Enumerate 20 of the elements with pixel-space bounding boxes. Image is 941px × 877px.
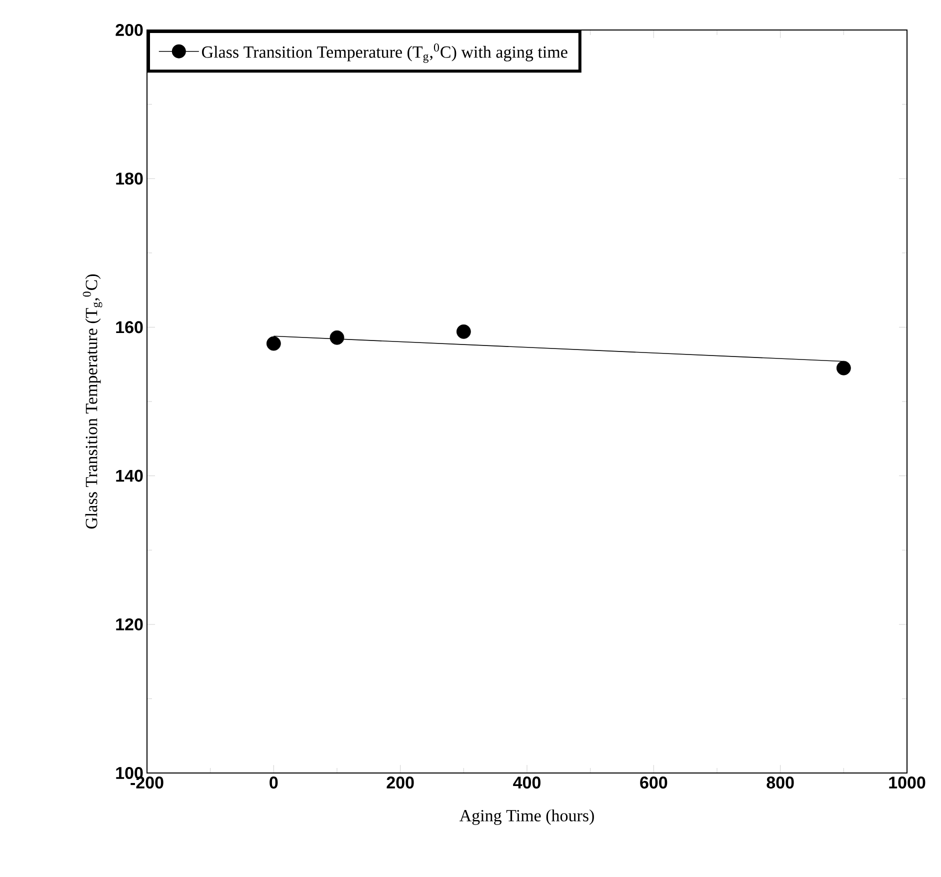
point	[266, 336, 281, 351]
point	[456, 324, 471, 339]
x-tick-label: -200	[130, 776, 164, 789]
x-tick-label: 1000	[889, 776, 926, 789]
y-tick-label: 100	[116, 766, 143, 780]
legend-label: Glass Transition Temperature (T$_{g}$,$^{0}$C) with aging time	[202, 43, 568, 63]
point	[330, 330, 344, 345]
x-tick-label: 400	[513, 776, 540, 789]
point	[836, 360, 851, 376]
x-tick-label: 200	[386, 776, 414, 789]
x-tick-label: 800	[766, 776, 794, 789]
x-tick-label: 600	[640, 776, 668, 789]
y-tick-label: 200	[116, 24, 143, 36]
y-tick-label: 120	[116, 618, 143, 630]
y-axis-title: Glass Transition Temperature (T$_{g}$,$^{0}$C)	[82, 274, 102, 529]
x-axis-title: Aging Time (hours)	[459, 809, 594, 825]
x-tick-label: 0	[270, 776, 278, 789]
y-tick-label: 160	[116, 321, 143, 334]
y-tick-label: 140	[116, 470, 143, 482]
y-tick-label: 180	[116, 172, 143, 185]
